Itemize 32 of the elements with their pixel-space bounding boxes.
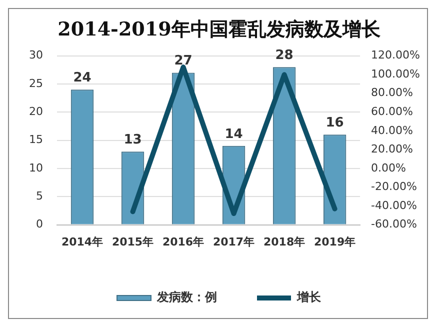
y2-tick-label: 20.00% [371, 142, 414, 156]
y2-tick-label: 100.00% [371, 67, 420, 80]
x-tick-label: 2018年 [263, 235, 306, 248]
chart-title: 2014-2019年中国霍乱发病数及增长 [58, 18, 382, 40]
y2-tick-label: 0.00% [371, 161, 406, 174]
data-label: 16 [326, 116, 344, 131]
data-label: 13 [124, 132, 142, 148]
y2-tick-label: -20.00% [371, 180, 417, 194]
y-tick-label: 15 [28, 133, 43, 146]
data-label: 27 [174, 54, 192, 69]
data-label: 14 [224, 126, 243, 142]
y2-tick-label: 60.00% [371, 104, 414, 118]
legend-label: 发病数：例 [156, 290, 217, 304]
x-tick-label: 2017年 [212, 235, 255, 248]
x-tick-label: 2019年 [314, 235, 356, 248]
y2-tick-label: 120.00% [371, 48, 420, 62]
data-label: 28 [275, 48, 294, 63]
y-tick-label: 30 [28, 48, 43, 62]
x-tick-label: 2016年 [162, 235, 204, 248]
x-tick-label: 2014年 [61, 235, 104, 248]
x-tick-label: 2015年 [112, 235, 154, 248]
data-label: 24 [73, 70, 92, 86]
y-tick-label: 10 [28, 161, 43, 174]
y-tick-label: 0 [36, 218, 43, 231]
y-tick-label: 25 [28, 76, 43, 90]
y2-tick-label: 40.00% [371, 124, 414, 137]
y-tick-label: 20 [28, 104, 43, 118]
y2-tick-label: -60.00% [371, 218, 417, 231]
legend-label: 增长 [296, 290, 322, 304]
y-tick-label: 5 [36, 189, 43, 202]
y2-tick-label: 80.00% [371, 86, 414, 100]
y2-tick-label: -40.00% [371, 198, 417, 212]
